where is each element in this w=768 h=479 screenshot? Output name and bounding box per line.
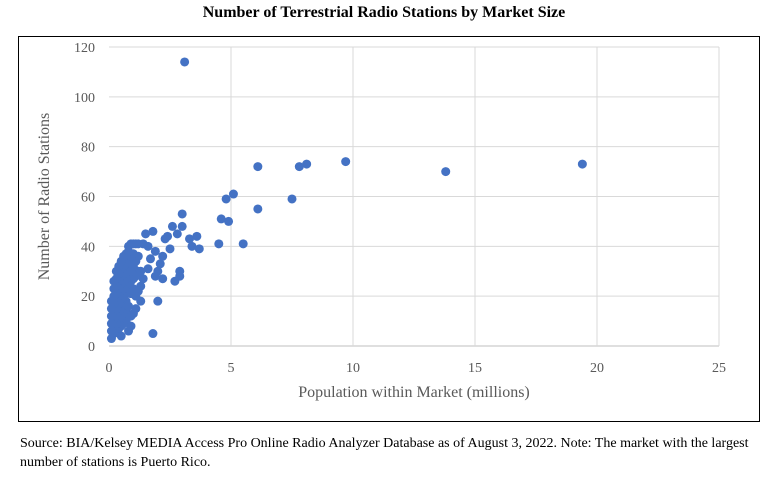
data-point: [136, 266, 146, 276]
chart-frame: 0 20 40 60 80 100 120 0 5 10 15 20 25 Population with…: [18, 36, 760, 422]
x-tick-label: 5: [228, 361, 235, 376]
y-tick-label: 120: [74, 41, 95, 56]
data-point: [294, 162, 304, 172]
y-tick-label: 80: [81, 141, 95, 156]
data-point: [177, 209, 187, 219]
data-point: [221, 194, 231, 204]
data-point: [109, 284, 119, 294]
data-point: [138, 274, 148, 284]
data-point: [192, 231, 202, 241]
data-point: [224, 216, 234, 226]
y-tick-label: 20: [81, 290, 95, 305]
data-point: [124, 246, 134, 256]
data-point: [214, 239, 224, 249]
scatter-plot: 0 20 40 60 80 100 120 0 5 10 15 20 25 Population with…: [36, 41, 726, 401]
data-point: [106, 319, 116, 329]
data-point: [194, 244, 204, 254]
data-point: [150, 246, 160, 256]
data-point: [106, 326, 116, 336]
data-point: [131, 304, 141, 314]
x-tick-label: 0: [106, 361, 113, 376]
data-point: [172, 229, 182, 239]
y-tick-label: 0: [88, 340, 95, 355]
data-point: [158, 251, 168, 261]
data-point: [150, 271, 160, 281]
data-point: [155, 259, 165, 269]
x-tick-label: 10: [346, 361, 360, 376]
data-point: [111, 266, 121, 276]
data-point: [141, 229, 151, 239]
data-point: [106, 334, 116, 344]
data-point: [185, 234, 195, 244]
data-point: [106, 311, 116, 321]
data-point: [165, 244, 175, 254]
data-point: [341, 157, 351, 167]
data-point: [148, 329, 158, 339]
data-point: [180, 57, 190, 67]
data-point: [253, 162, 263, 172]
data-point: [124, 326, 134, 336]
data-point: [441, 167, 451, 177]
data-point: [148, 226, 158, 236]
x-axis-label: Population within Market (millions): [298, 384, 530, 401]
data-point: [170, 276, 180, 286]
data-point: [302, 159, 312, 169]
data-point: [106, 304, 116, 314]
data-point: [177, 221, 187, 231]
y-axis-label: Number of Radio Stations: [36, 113, 53, 281]
source-caption: Source: BIA/Kelsey MEDIA Access Pro Onli…: [20, 436, 749, 470]
y-tick-label: 60: [81, 191, 95, 206]
data-point: [253, 204, 263, 214]
chart-title: Number of Terrestrial Radio Stations by …: [202, 4, 566, 21]
data-point: [124, 301, 134, 311]
x-tick-label: 15: [468, 361, 482, 376]
data-point: [160, 234, 170, 244]
data-point: [228, 189, 238, 199]
x-tick-label: 20: [590, 361, 604, 376]
data-point: [287, 194, 297, 204]
data-point: [158, 274, 168, 284]
data-point: [109, 276, 119, 286]
y-tick-label: 40: [81, 240, 95, 255]
data-point: [116, 331, 126, 341]
data-point: [167, 221, 177, 231]
y-tick-label: 100: [74, 91, 95, 106]
data-point: [145, 254, 155, 264]
data-point: [143, 264, 153, 274]
data-point: [238, 239, 248, 249]
data-point: [153, 296, 163, 306]
data-point: [106, 296, 116, 306]
data-point: [216, 214, 226, 224]
data-point: [577, 159, 587, 169]
x-tick-label: 25: [712, 361, 726, 376]
data-point: [187, 241, 197, 251]
data-point: [128, 261, 138, 271]
data-point: [126, 311, 136, 321]
data-point: [143, 241, 153, 251]
